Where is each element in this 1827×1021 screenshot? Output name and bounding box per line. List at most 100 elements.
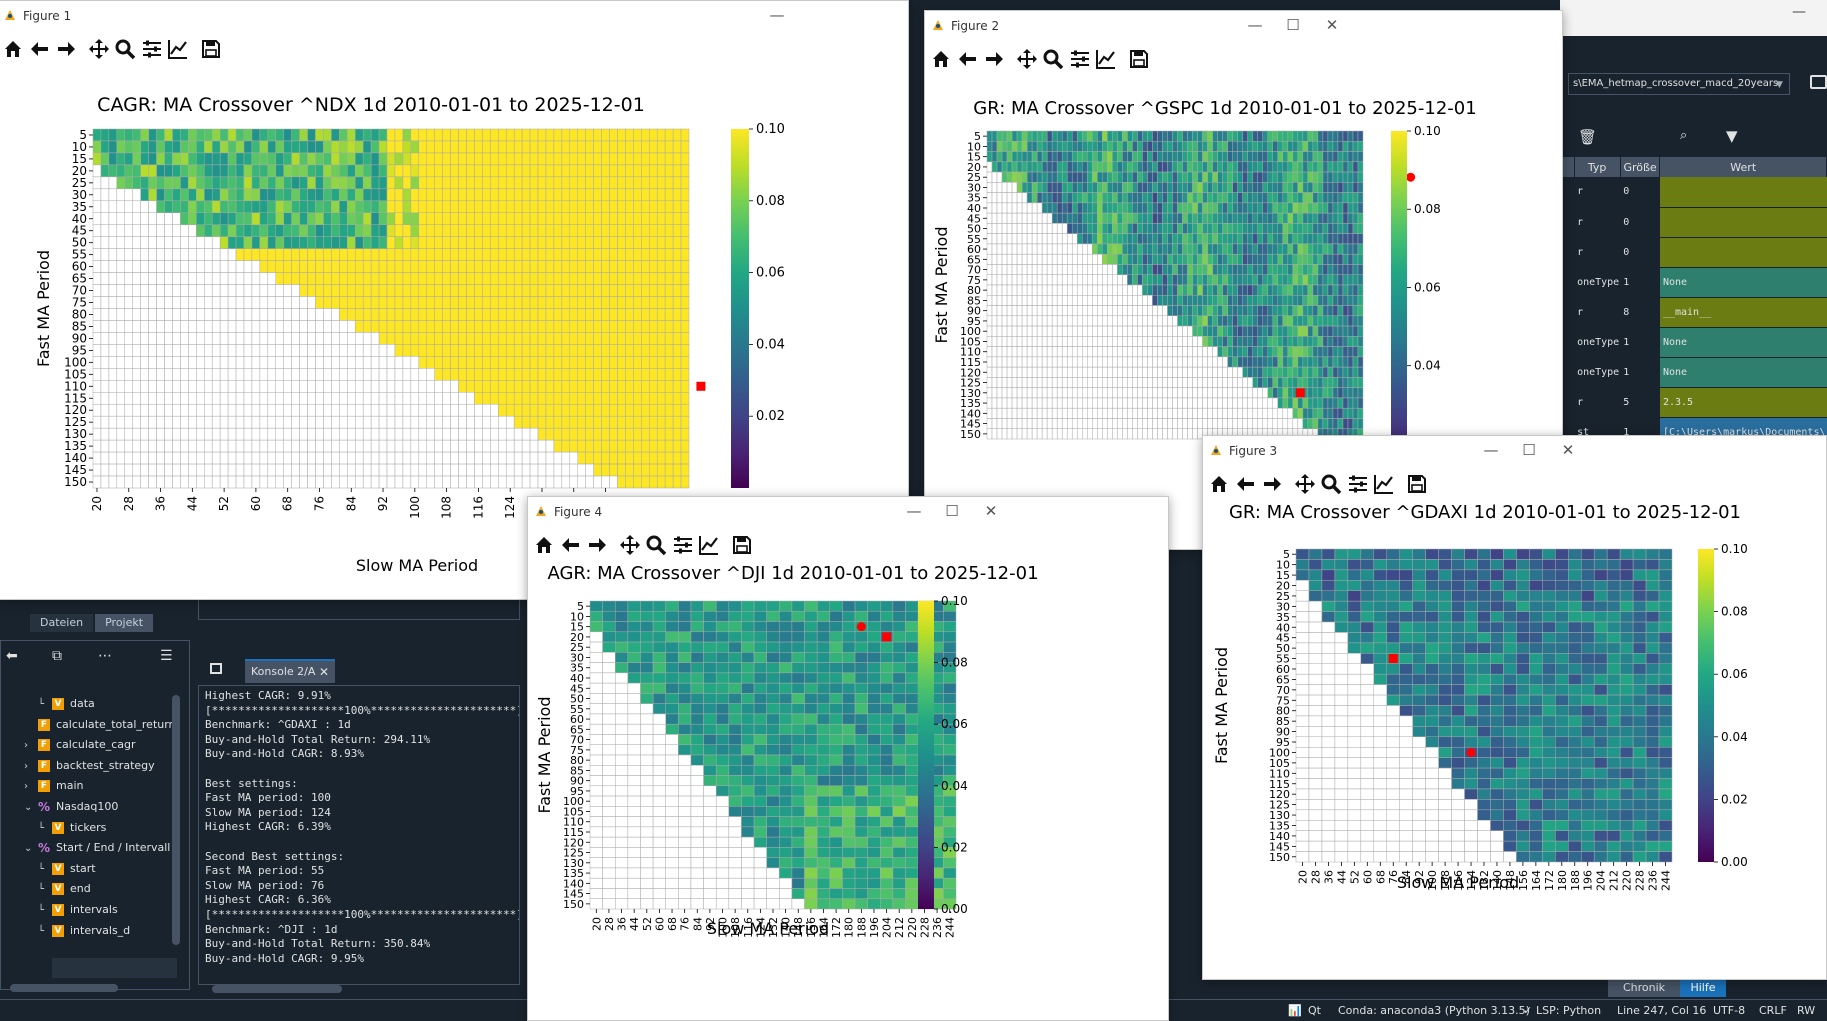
subplots-icon[interactable] — [140, 37, 164, 61]
subplots-icon[interactable] — [1068, 47, 1092, 71]
close-icon[interactable]: ✕ — [1325, 16, 1339, 34]
chevron-down-icon[interactable]: ▼ — [1776, 80, 1783, 90]
chevron-icon[interactable]: ⌄ — [24, 843, 33, 855]
pan-icon[interactable] — [1015, 47, 1039, 71]
figure-titlebar[interactable]: Figure 1— — [0, 1, 908, 33]
forward-arrow-icon[interactable] — [1260, 472, 1284, 496]
figure-3-window[interactable]: Figure 3— ☐ ✕ GR: MA Crossover ^GDAXI 1d 20… — [1202, 435, 1827, 980]
figure-1-window[interactable]: Figure 1— CAGR: MA Crossover ^NDX 1d 2010… — [0, 0, 909, 600]
figure-titlebar[interactable]: Figure 2— ☐ ✕ — [925, 11, 1562, 43]
copy-icon[interactable]: ⧉ — [52, 648, 62, 664]
home-icon[interactable] — [1207, 472, 1231, 496]
tab-help[interactable]: Hilfe — [1680, 979, 1726, 997]
heatmap-cell — [378, 272, 388, 285]
col-type-header[interactable]: Typ — [1574, 157, 1621, 177]
filter-icon[interactable]: ▼ — [1726, 127, 1738, 145]
tree-line-icon[interactable]: └ — [38, 905, 45, 916]
chevron-icon[interactable]: ⌄ — [24, 802, 33, 813]
tree-item[interactable]: ⌄% Start / End / Intervall — [24, 839, 170, 857]
heatmap-cell — [410, 380, 420, 393]
variable-row[interactable]: oneType 1 None — [1560, 267, 1827, 298]
subplots-icon[interactable] — [1346, 472, 1370, 496]
tab-console[interactable]: Konsole 2/A ✕ — [245, 659, 335, 683]
folder-icon[interactable] — [1810, 75, 1827, 89]
zoom-icon[interactable] — [1319, 472, 1343, 496]
tab-history[interactable]: Chronik — [1608, 979, 1680, 997]
forward-arrow-icon[interactable] — [982, 47, 1006, 71]
chevron-icon[interactable]: › — [24, 781, 28, 793]
window-icon[interactable] — [210, 663, 222, 674]
minimize-icon[interactable]: — — [769, 6, 785, 24]
tree-scrollbar[interactable] — [172, 695, 180, 945]
tree-item[interactable]: ⌄% Nasdaq100 — [24, 798, 118, 816]
back-arrow-icon[interactable] — [956, 47, 980, 71]
back-icon[interactable]: ⬅ — [6, 648, 18, 664]
tree-line-icon[interactable]: └ — [38, 863, 45, 875]
close-icon[interactable]: ✕ — [318, 665, 329, 679]
forward-arrow-icon[interactable] — [54, 37, 78, 61]
heatmap-cell — [1061, 141, 1068, 152]
pan-icon[interactable] — [87, 37, 111, 61]
col-name-header[interactable] — [1560, 157, 1575, 177]
maximize-icon[interactable]: ☐ — [1286, 16, 1300, 34]
tab-project[interactable]: Projekt — [95, 614, 154, 632]
variable-row[interactable]: oneType 1 None — [1560, 357, 1827, 388]
save-icon[interactable] — [1127, 47, 1151, 71]
save-icon[interactable] — [1405, 472, 1429, 496]
figure-titlebar[interactable]: Figure 3— ☐ ✕ — [1203, 436, 1826, 468]
back-arrow-icon[interactable] — [1234, 472, 1258, 496]
variable-row[interactable]: r 8 __main__ — [1560, 297, 1827, 328]
tree-line-icon[interactable]: └ — [38, 822, 45, 834]
console-output[interactable]: Highest CAGR: 9.91% [*******************… — [198, 685, 520, 985]
menu-icon[interactable]: ☰ — [160, 648, 173, 664]
zoom-icon[interactable] — [1041, 47, 1065, 71]
home-icon[interactable] — [929, 47, 953, 71]
col-size-header[interactable]: Größe — [1620, 157, 1661, 177]
more-icon[interactable]: ⋯ — [98, 648, 112, 664]
search-icon[interactable]: ⌕ — [1680, 128, 1688, 143]
variable-row[interactable]: r 5 2.3.5 — [1560, 387, 1827, 418]
delete-icon[interactable]: 🗑 — [1578, 128, 1598, 146]
status-lsp[interactable]: LSP: Python — [1536, 1004, 1602, 1017]
edit-axis-icon[interactable] — [1372, 472, 1396, 496]
col-value-header[interactable]: Wert — [1659, 157, 1827, 177]
edit-axis-icon[interactable] — [166, 37, 190, 61]
save-icon[interactable] — [199, 37, 223, 61]
maximize-icon[interactable]: ☐ — [1522, 441, 1536, 459]
tree-line-icon[interactable]: └ — [38, 925, 45, 937]
working-directory-combo[interactable]: s\EMA_hetmap_crossover_macd_20years — [1568, 73, 1790, 95]
home-icon[interactable] — [1, 37, 25, 61]
tree-line-icon[interactable]: └ — [38, 884, 45, 896]
ide-minimize-button[interactable]: — — [1792, 4, 1806, 20]
close-icon[interactable]: ✕ — [1561, 441, 1575, 459]
tab-files[interactable]: Dateien — [30, 614, 94, 632]
pan-icon[interactable] — [1293, 472, 1317, 496]
heatmap-cell — [442, 320, 451, 333]
tree-horizontal-scrollbar[interactable] — [10, 984, 118, 992]
heatmap-cell — [434, 128, 443, 142]
back-arrow-icon[interactable] — [28, 37, 52, 61]
edit-axis-icon[interactable] — [1094, 47, 1118, 71]
minimize-icon[interactable]: — — [1483, 441, 1499, 459]
variable-row[interactable]: oneType 1 None — [1560, 327, 1827, 358]
tree-line-icon[interactable]: └ — [38, 699, 45, 710]
console-horizontal-scrollbar[interactable] — [212, 985, 342, 993]
chevron-icon[interactable]: › — [24, 760, 28, 772]
chevron-icon[interactable]: › — [24, 740, 28, 752]
status-conda[interactable]: Conda: anaconda3 (Python 3.13.5) — [1338, 1004, 1530, 1017]
zoom-icon[interactable] — [113, 37, 137, 61]
minimize-icon[interactable]: — — [1247, 16, 1263, 34]
